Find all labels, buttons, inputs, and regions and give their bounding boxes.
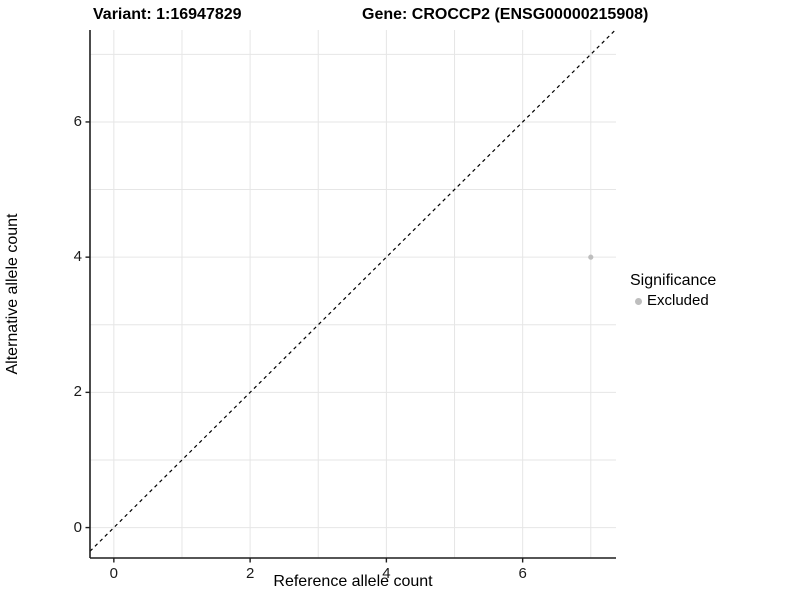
plot-title-gene: Gene: CROCCP2 (ENSG00000215908)	[362, 6, 649, 23]
y-tick-label: 2	[73, 383, 82, 401]
legend: Significance Excluded	[630, 271, 716, 310]
x-axis-title: Reference allele count	[273, 573, 433, 590]
x-tick-label: 6	[518, 565, 527, 582]
legend-dot-icon	[635, 297, 642, 305]
identity-line	[89, 29, 616, 552]
plot-title-variant: Variant: 1:16947829	[93, 6, 242, 23]
x-tick-label: 2	[245, 565, 255, 582]
y-tick-label: 4	[73, 248, 82, 266]
legend-title: Significance	[630, 272, 717, 289]
y-tick-label: 0	[73, 518, 82, 536]
x-tick-label: 0	[109, 565, 119, 582]
legend-entry: Excluded	[630, 292, 716, 310]
y-axis-title: Alternative allele count	[4, 213, 21, 375]
x-tick-label: 4	[382, 565, 391, 582]
data-point-excluded	[588, 254, 594, 260]
y-tick-label: 6	[73, 112, 82, 130]
legend-entry-label: Excluded	[647, 292, 709, 309]
